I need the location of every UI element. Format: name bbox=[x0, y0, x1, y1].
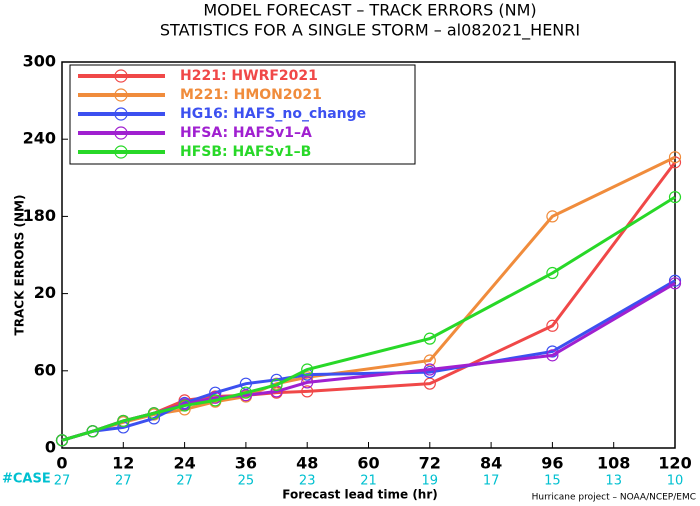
data-point bbox=[117, 414, 130, 428]
data-point bbox=[55, 434, 69, 447]
data-point bbox=[668, 156, 682, 169]
chart-subtitle: STATISTICS FOR A SINGLE STORM – al082021… bbox=[160, 21, 580, 41]
data-point bbox=[301, 363, 314, 376]
y-tick-label: 240 bbox=[23, 129, 56, 148]
data-point bbox=[668, 191, 682, 204]
case-label: #CASE bbox=[2, 472, 51, 487]
x-tick-label: 24 bbox=[173, 454, 195, 473]
data-point bbox=[270, 378, 283, 392]
data-point bbox=[239, 386, 252, 399]
data-point bbox=[86, 425, 99, 438]
case-count: 27 bbox=[54, 474, 71, 489]
case-count: 21 bbox=[360, 474, 377, 489]
data-point bbox=[147, 407, 161, 420]
y-axis-label: TRACK ERRORS (NM) bbox=[13, 195, 27, 336]
series-line bbox=[61, 155, 676, 442]
credit: Hurricane project – NOAA/NCEP/EMC bbox=[532, 493, 696, 503]
data-point bbox=[301, 385, 314, 398]
x-tick-label: 48 bbox=[296, 454, 318, 473]
legend-label: H221: HWRF2021 bbox=[180, 68, 318, 84]
data-point bbox=[423, 363, 436, 376]
data-point bbox=[546, 266, 559, 280]
series-line bbox=[61, 195, 676, 442]
case-count: 27 bbox=[115, 474, 132, 489]
x-tick-label: 36 bbox=[235, 454, 257, 473]
legend-marker bbox=[114, 126, 128, 140]
case-count: 10 bbox=[667, 474, 684, 489]
y-tick-label: 180 bbox=[23, 206, 56, 225]
case-count: 23 bbox=[299, 474, 316, 489]
data-point bbox=[546, 210, 559, 223]
data-point bbox=[668, 151, 682, 164]
chart-title: MODEL FORECAST – TRACK ERRORS (NM) bbox=[203, 1, 536, 20]
data-point bbox=[423, 332, 436, 345]
data-point bbox=[301, 376, 314, 389]
series-line bbox=[61, 161, 677, 442]
x-tick-label: 84 bbox=[480, 454, 502, 473]
legend-label: HFSB: HAFSv1–B bbox=[180, 144, 311, 160]
case-count: 19 bbox=[422, 474, 439, 489]
legend-marker bbox=[114, 88, 128, 102]
legend-label: M221: HMON2021 bbox=[180, 87, 322, 103]
x-tick-label: 12 bbox=[112, 454, 134, 473]
y-tick-label: 60 bbox=[34, 360, 56, 379]
data-point bbox=[209, 394, 222, 407]
series-line bbox=[61, 279, 676, 442]
x-tick-label: 120 bbox=[658, 454, 691, 473]
y-tick-label: 0 bbox=[45, 438, 56, 457]
case-count: 25 bbox=[238, 474, 255, 489]
y-tick-label: 300 bbox=[23, 52, 56, 71]
legend-marker bbox=[114, 107, 128, 121]
data-point bbox=[668, 277, 682, 290]
x-tick-label: 0 bbox=[56, 454, 67, 473]
data-point bbox=[178, 399, 191, 412]
case-count: 17 bbox=[483, 474, 500, 489]
data-point bbox=[546, 319, 559, 332]
case-count: 27 bbox=[176, 474, 193, 489]
y-tick-label: 20 bbox=[34, 283, 56, 302]
legend-marker bbox=[114, 69, 128, 83]
case-count: 13 bbox=[605, 474, 622, 489]
x-tick-label: 96 bbox=[541, 454, 563, 473]
legend-label: HFSA: HAFSv1–A bbox=[180, 125, 312, 141]
x-axis-label: Forecast lead time (hr) bbox=[282, 488, 438, 502]
legend-label: HG16: HAFS_no_change bbox=[180, 106, 366, 122]
case-count: 15 bbox=[544, 474, 561, 489]
x-tick-label: 72 bbox=[419, 454, 441, 473]
x-tick-label: 108 bbox=[597, 454, 630, 473]
legend-marker bbox=[114, 145, 128, 159]
x-tick-label: 60 bbox=[357, 454, 379, 473]
data-point bbox=[546, 349, 559, 362]
